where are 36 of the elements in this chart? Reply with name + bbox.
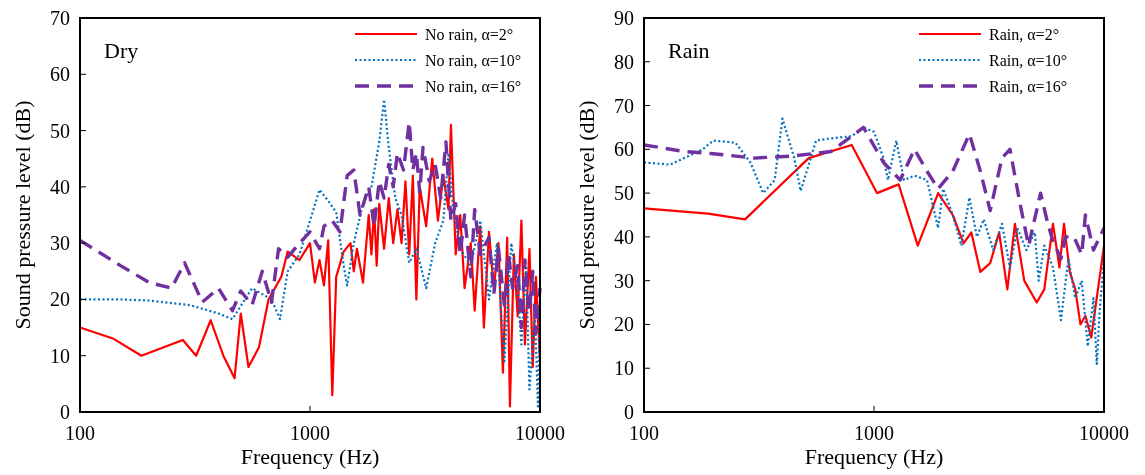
legend-label: No rain, α=10° (425, 51, 522, 69)
y-tick-label: 30 (614, 269, 634, 292)
y-tick-label: 0 (60, 401, 70, 423)
annotation: Dry (104, 38, 139, 63)
x-tick-label: 100 (629, 422, 659, 444)
y-tick-label: 80 (614, 50, 634, 73)
annotation: Rain (668, 38, 710, 63)
y-tick-label: 90 (614, 7, 634, 29)
y-tick-label: 0 (624, 401, 634, 423)
legend-label: Rain, α=2° (989, 25, 1060, 43)
legend-label: Rain, α=10° (989, 51, 1068, 69)
y-tick-label: 40 (614, 225, 634, 248)
y-tick-label: 10 (614, 357, 634, 380)
y-tick-label: 10 (50, 344, 70, 367)
y-tick-label: 40 (50, 175, 70, 198)
y-tick-label: 30 (50, 232, 70, 255)
x-tick-label: 100 (65, 422, 95, 444)
x-tick-label: 1000 (854, 422, 894, 444)
legend-label: No rain, α=2° (425, 25, 514, 43)
y-tick-label: 20 (614, 313, 634, 336)
y-tick-label: 60 (50, 63, 70, 86)
x-tick-label: 10000 (515, 422, 565, 444)
x-axis-title: Frequency (Hz) (240, 444, 380, 469)
legend-label: Rain, α=16° (989, 77, 1068, 95)
x-axis-title: Frequency (Hz) (804, 444, 944, 469)
y-tick-label: 60 (614, 138, 634, 161)
legend-label: No rain, α=16° (425, 77, 522, 95)
x-tick-label: 10000 (1079, 422, 1129, 444)
y-tick-label: 70 (50, 7, 70, 29)
y-axis-title: Sound pressure level (dB) (574, 100, 599, 330)
y-tick-label: 50 (614, 182, 634, 205)
y-tick-label: 50 (50, 119, 70, 142)
y-axis-title: Sound pressure level (dB) (10, 100, 35, 330)
y-tick-label: 70 (614, 94, 634, 117)
y-tick-label: 20 (50, 288, 70, 311)
x-tick-label: 1000 (290, 422, 330, 444)
